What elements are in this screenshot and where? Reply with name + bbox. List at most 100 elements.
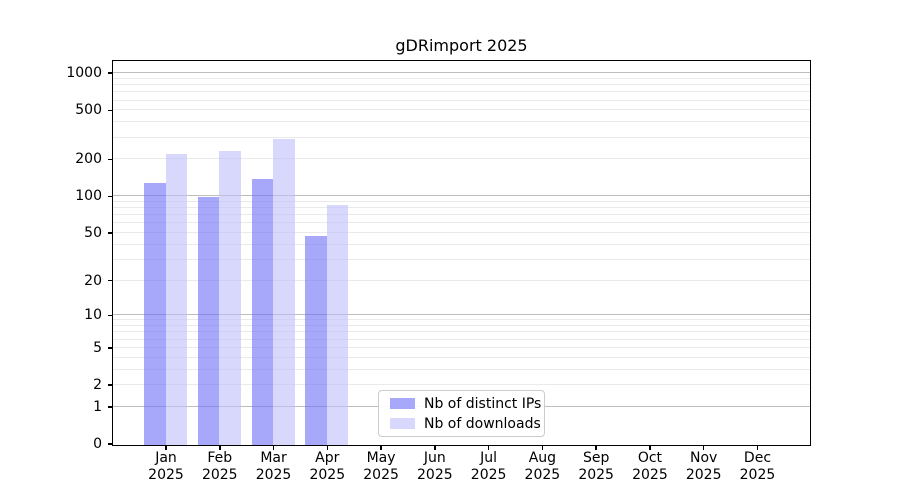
- y-tick-mark: [107, 72, 112, 74]
- y-gridline-minor: [113, 331, 810, 333]
- y-gridline-minor: [113, 84, 810, 86]
- x-month-label: Aug: [528, 450, 557, 466]
- x-year-label: 2025: [309, 466, 346, 483]
- y-tick-mark: [107, 109, 112, 112]
- x-year-label: 2025: [578, 466, 614, 483]
- x-month-label: Jan: [155, 450, 177, 466]
- y-gridline-minor: [113, 207, 810, 209]
- bar-distinct-ips: [197, 196, 220, 445]
- y-tick-mark: [107, 347, 112, 349]
- bar-distinct-ips: [251, 178, 274, 445]
- x-year-label: 2025: [470, 466, 507, 483]
- x-tick-mark: [326, 445, 329, 450]
- x-tick-mark: [487, 445, 490, 450]
- legend-item-distinct-ips: Nb of distinct IPs: [390, 396, 544, 412]
- x-year-label: 2025: [739, 466, 776, 483]
- x-month-label: Jun: [423, 450, 446, 466]
- bar-distinct-ips: [305, 235, 327, 445]
- x-year-label: 2025: [632, 466, 668, 483]
- bar-distinct-ips: [144, 182, 166, 445]
- x-year-label: 2025: [363, 466, 399, 483]
- x-year-label: 2025: [201, 466, 238, 483]
- x-month-label: Apr: [315, 450, 340, 466]
- x-tick-mark: [165, 445, 167, 450]
- y-gridline-minor: [113, 368, 810, 370]
- x-tick-label: Dec 2025: [722, 450, 792, 483]
- x-tick-mark: [702, 445, 705, 450]
- y-gridline-minor: [113, 121, 810, 123]
- y-gridline-minor: [113, 77, 810, 79]
- y-tick-label: 0: [93, 436, 102, 452]
- x-tick-mark: [541, 445, 544, 450]
- y-gridline-minor: [113, 384, 810, 386]
- y-tick-label: 1: [93, 398, 102, 415]
- legend-swatch-distinct-ips: [390, 398, 415, 409]
- y-gridline-minor: [113, 243, 810, 245]
- x-tick-label: Nov 2025: [669, 450, 739, 483]
- x-tick-mark: [756, 445, 759, 450]
- legend-label-downloads: Nb of downloads: [424, 415, 541, 432]
- y-gridline-minor: [113, 356, 810, 358]
- x-month-label: Nov: [690, 450, 718, 466]
- legend-item-downloads: Nb of downloads: [390, 416, 544, 432]
- x-month-label: May: [366, 450, 396, 466]
- x-tick-label: Sep 2025: [561, 450, 631, 483]
- x-month-label: Oct: [637, 450, 663, 466]
- bar-downloads: [273, 139, 295, 445]
- y-tick-label: 5: [93, 339, 102, 356]
- y-tick-label: 200: [75, 151, 102, 168]
- x-month-label: Feb: [207, 450, 233, 466]
- y-tick-label: 100: [75, 188, 102, 205]
- y-tick-label: 2: [93, 377, 102, 394]
- x-tick-mark: [272, 445, 275, 450]
- y-gridline-minor: [113, 279, 810, 281]
- legend-swatch-downloads: [390, 418, 415, 429]
- x-month-label: Dec: [743, 450, 772, 466]
- y-gridline-minor: [113, 200, 810, 202]
- x-tick-label: Aug 2025: [507, 450, 577, 483]
- x-tick-label: Mar 2025: [239, 450, 309, 483]
- y-gridline-major: [113, 314, 810, 316]
- x-tick-label: Apr 2025: [292, 450, 362, 483]
- y-tick-label: 50: [84, 224, 102, 241]
- chart-title: gDRimport 2025: [395, 36, 528, 55]
- y-gridline-minor: [113, 99, 810, 101]
- y-tick-mark: [107, 232, 112, 234]
- x-tick-label: Jan 2025: [131, 450, 201, 483]
- y-gridline-minor: [113, 136, 810, 138]
- y-gridline-major: [113, 72, 810, 74]
- y-gridline-minor: [113, 91, 810, 93]
- x-tick-mark: [219, 445, 221, 450]
- y-gridline-minor: [113, 158, 810, 160]
- x-year-label: 2025: [685, 466, 722, 483]
- y-gridline-minor: [113, 214, 810, 216]
- x-year-label: 2025: [417, 466, 453, 483]
- x-year-label: 2025: [148, 466, 184, 483]
- x-tick-label: Jun 2025: [400, 450, 470, 483]
- plot-area: [112, 60, 811, 446]
- x-year-label: 2025: [255, 466, 292, 483]
- y-gridline-minor: [113, 319, 810, 321]
- y-tick-label: 500: [75, 102, 102, 119]
- y-tick-label: 1000: [66, 65, 102, 82]
- x-tick-label: Feb 2025: [185, 450, 255, 483]
- x-tick-mark: [595, 445, 597, 450]
- x-tick-label: Jul 2025: [454, 450, 524, 483]
- y-gridline-major: [113, 195, 810, 197]
- x-month-label: Mar: [260, 450, 287, 466]
- y-tick-mark: [107, 314, 112, 317]
- y-gridline-minor: [113, 258, 810, 260]
- y-tick-label: 10: [84, 307, 102, 324]
- y-gridline-minor: [113, 109, 810, 111]
- legend: Nb of distinct IPs Nb of downloads: [378, 390, 545, 437]
- x-tick-label: Oct 2025: [615, 450, 685, 483]
- legend-label-distinct-ips: Nb of distinct IPs: [424, 395, 542, 412]
- y-tick-mark: [107, 279, 112, 282]
- x-tick-label: May 2025: [346, 450, 416, 483]
- y-gridline-minor: [113, 325, 810, 327]
- x-tick-mark: [649, 445, 651, 450]
- y-gridline-minor: [113, 346, 810, 348]
- y-tick-mark: [107, 406, 112, 408]
- x-year-label: 2025: [524, 466, 561, 483]
